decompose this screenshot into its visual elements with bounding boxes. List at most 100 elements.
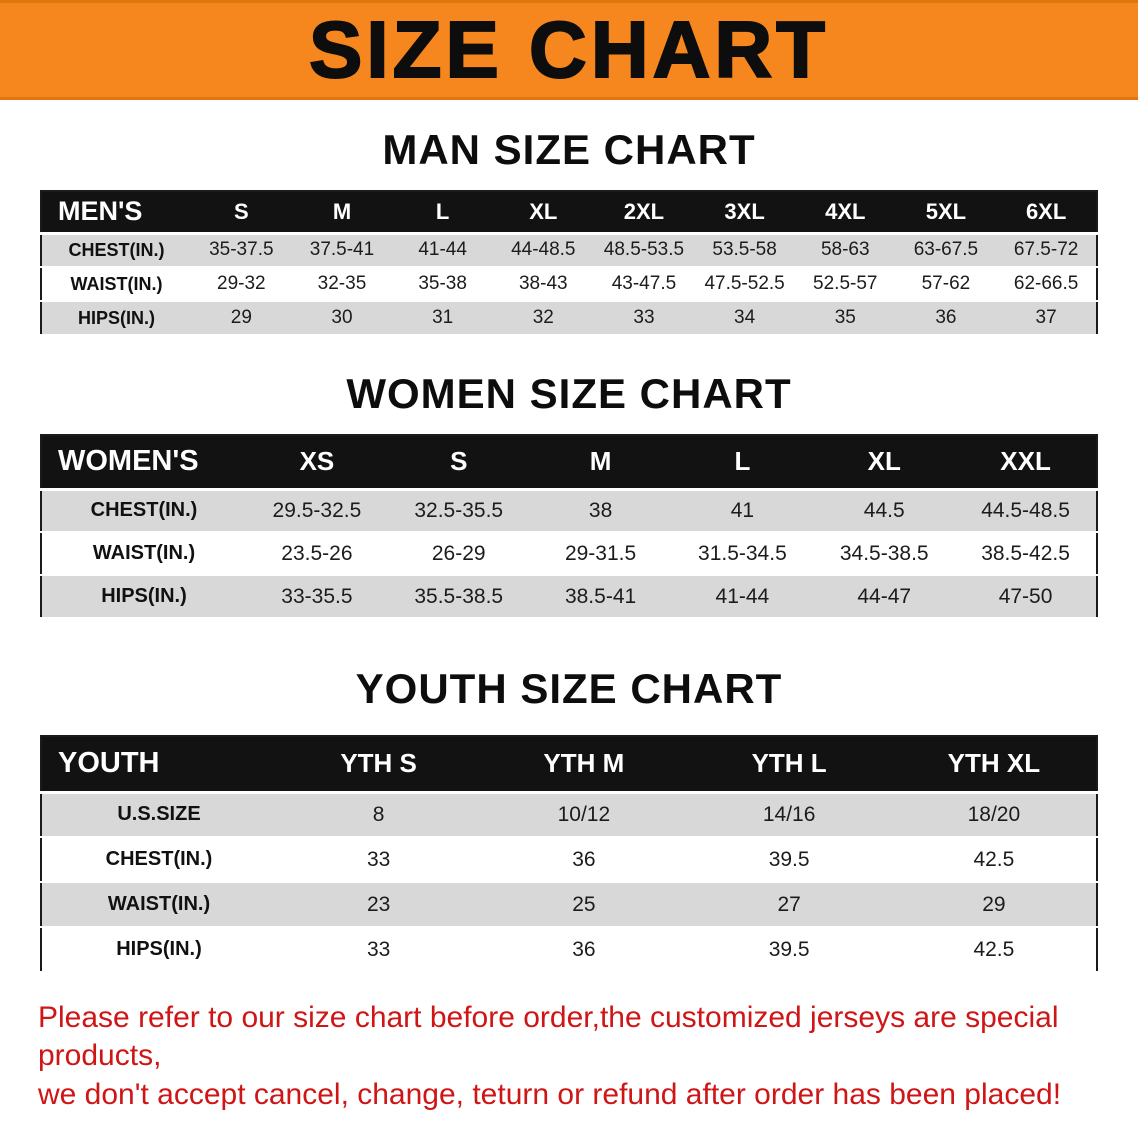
value-cell: 31 <box>392 301 493 336</box>
value-cell: 53.5-58 <box>694 233 795 268</box>
table-title-cell: YOUTH <box>41 736 276 794</box>
value-cell: 57-62 <box>895 267 997 302</box>
row-label-cell: WAIST(IN.) <box>41 532 246 576</box>
value-cell: 44.5 <box>813 489 956 533</box>
value-cell: 44-48.5 <box>492 233 594 268</box>
value-cell: 41-44 <box>671 575 814 619</box>
value-cell: 35.5-38.5 <box>387 575 530 619</box>
table-row: WAIST(IN.) 23.5-26 26-29 29-31.5 31.5-34.5 34… <box>41 532 1097 576</box>
women-size-table: WOMEN'S XS S M L XL XXL CHEST(IN.) 29.5-32.5 32.5… <box>40 434 1098 619</box>
value-cell: 47-50 <box>955 575 1097 619</box>
value-cell: 47.5-52.5 <box>694 267 795 302</box>
value-cell: 18/20 <box>891 792 1097 838</box>
value-cell: 62-66.5 <box>996 267 1097 302</box>
value-cell: 42.5 <box>891 927 1097 973</box>
table-row: WAIST(IN.) 23 25 27 29 <box>41 882 1097 928</box>
row-label-cell: HIPS(IN.) <box>41 575 246 619</box>
value-cell: 38.5-42.5 <box>955 532 1097 576</box>
table-title-cell: WOMEN'S <box>41 435 246 491</box>
value-cell: 33 <box>276 837 482 883</box>
value-cell: 58-63 <box>794 233 896 268</box>
row-label-cell: HIPS(IN.) <box>41 927 276 973</box>
men-section-heading: MAN SIZE CHART <box>382 126 756 173</box>
value-cell: 32-35 <box>291 267 393 302</box>
size-header-cell: XL <box>492 191 594 235</box>
table-title-cell: MEN'S <box>41 191 191 235</box>
value-cell: 33 <box>593 301 695 336</box>
men-size-table: MEN'S S M L XL 2XL 3XL 4XL 5XL 6XL CHEST(IN.) 35-37… <box>40 190 1098 336</box>
size-header-cell: XL <box>813 435 956 491</box>
value-cell: 38-43 <box>492 267 594 302</box>
value-cell: 36 <box>895 301 997 336</box>
size-header-cell: S <box>387 435 530 491</box>
row-label-cell: U.S.SIZE <box>41 792 276 838</box>
table-row: WAIST(IN.) 29-32 32-35 35-38 38-43 43-47.5 47.… <box>41 267 1097 302</box>
size-header-cell: 2XL <box>593 191 695 235</box>
value-cell: 39.5 <box>686 927 892 973</box>
value-cell: 42.5 <box>891 837 1097 883</box>
value-cell: 35 <box>794 301 896 336</box>
value-cell: 35-37.5 <box>191 233 292 268</box>
size-header-cell: XXL <box>955 435 1097 491</box>
value-cell: 14/16 <box>686 792 892 838</box>
value-cell: 44.5-48.5 <box>955 489 1097 533</box>
footer-note: Please refer to our size chart before or… <box>0 999 1138 1114</box>
value-cell: 34.5-38.5 <box>813 532 956 576</box>
value-cell: 29-31.5 <box>529 532 672 576</box>
value-cell: 33 <box>276 927 482 973</box>
youth-size-table: YOUTH YTH S YTH M YTH L YTH XL U.S.SIZE 8 10/12… <box>40 735 1098 973</box>
value-cell: 8 <box>276 792 482 838</box>
value-cell: 44-47 <box>813 575 956 619</box>
row-label-cell: CHEST(IN.) <box>41 837 276 883</box>
size-chart-banner: SIZE CHART <box>0 0 1138 100</box>
table-header-row: WOMEN'S XS S M L XL XXL <box>41 435 1097 491</box>
footer-line-2: we don't accept cancel, change, teturn o… <box>38 1077 1062 1111</box>
women-section: WOMEN SIZE CHART WOMEN'S XS S M L XL XXL CHEST(… <box>0 370 1138 619</box>
row-label-cell: HIPS(IN.) <box>41 301 191 336</box>
table-row: HIPS(IN.) 33 36 39.5 42.5 <box>41 927 1097 973</box>
row-label-cell: WAIST(IN.) <box>41 267 191 302</box>
table-row: CHEST(IN.) 33 36 39.5 42.5 <box>41 837 1097 883</box>
footer-line-1: Please refer to our size chart before or… <box>38 1001 1059 1073</box>
value-cell: 41 <box>671 489 814 533</box>
size-header-cell: L <box>392 191 493 235</box>
value-cell: 26-29 <box>387 532 530 576</box>
youth-section: YOUTH SIZE CHART YOUTH YTH S YTH M YTH L YTH… <box>0 665 1138 973</box>
row-label-cell: WAIST(IN.) <box>41 882 276 928</box>
value-cell: 39.5 <box>686 837 892 883</box>
size-header-cell: XS <box>246 435 388 491</box>
men-section: MAN SIZE CHART MEN'S S M L XL 2XL 3XL 4XL 5XL 6XL… <box>0 126 1138 336</box>
size-header-cell: YTH L <box>686 736 892 794</box>
value-cell: 23.5-26 <box>246 532 388 576</box>
size-header-cell: S <box>191 191 292 235</box>
size-header-cell: M <box>291 191 393 235</box>
value-cell: 29 <box>191 301 292 336</box>
value-cell: 52.5-57 <box>794 267 896 302</box>
table-header-row: YOUTH YTH S YTH M YTH L YTH XL <box>41 736 1097 794</box>
value-cell: 37.5-41 <box>291 233 393 268</box>
value-cell: 29 <box>891 882 1097 928</box>
value-cell: 37 <box>996 301 1097 336</box>
value-cell: 30 <box>291 301 393 336</box>
value-cell: 63-67.5 <box>895 233 997 268</box>
value-cell: 41-44 <box>392 233 493 268</box>
value-cell: 25 <box>481 882 687 928</box>
size-header-cell: 4XL <box>794 191 896 235</box>
value-cell: 33-35.5 <box>246 575 388 619</box>
banner-title: SIZE CHART <box>308 5 829 94</box>
table-row: CHEST(IN.) 29.5-32.5 32.5-35.5 38 41 44.5 44.5… <box>41 489 1097 533</box>
row-label-cell: CHEST(IN.) <box>41 233 191 268</box>
table-header-row: MEN'S S M L XL 2XL 3XL 4XL 5XL 6XL <box>41 191 1097 235</box>
value-cell: 36 <box>481 837 687 883</box>
value-cell: 31.5-34.5 <box>671 532 814 576</box>
value-cell: 27 <box>686 882 892 928</box>
value-cell: 43-47.5 <box>593 267 695 302</box>
value-cell: 23 <box>276 882 482 928</box>
table-row: CHEST(IN.) 35-37.5 37.5-41 41-44 44-48.5 48.5… <box>41 233 1097 268</box>
value-cell: 10/12 <box>481 792 687 838</box>
value-cell: 35-38 <box>392 267 493 302</box>
size-header-cell: M <box>529 435 672 491</box>
table-row: U.S.SIZE 8 10/12 14/16 18/20 <box>41 792 1097 838</box>
value-cell: 38.5-41 <box>529 575 672 619</box>
value-cell: 36 <box>481 927 687 973</box>
